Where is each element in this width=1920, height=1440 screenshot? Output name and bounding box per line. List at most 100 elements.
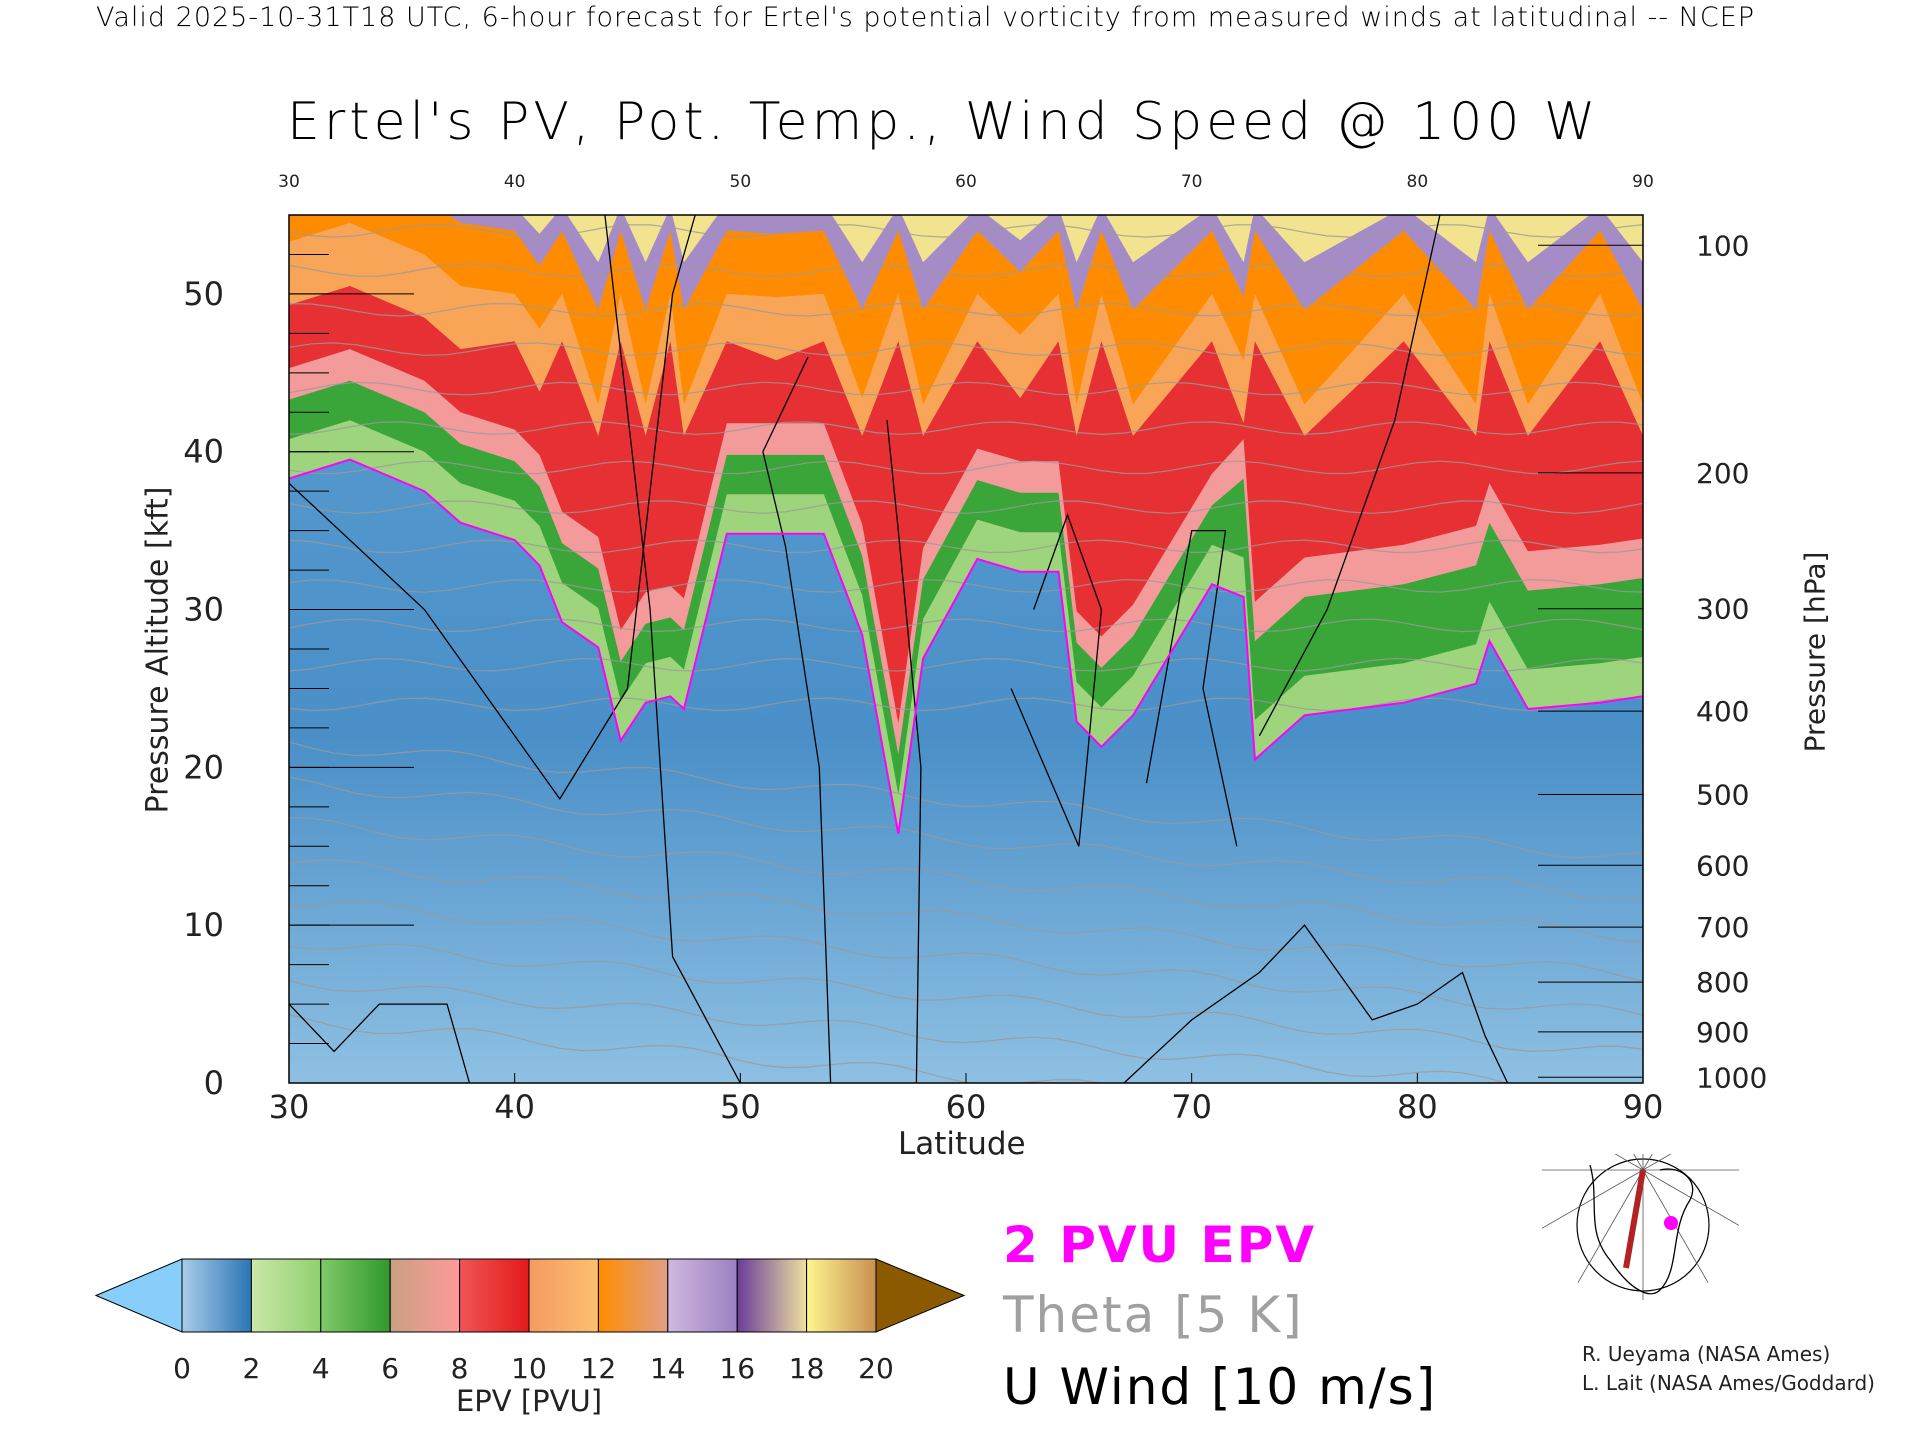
theta-contour bbox=[289, 500, 1643, 514]
map-meridian bbox=[1577, 1169, 1644, 1283]
theta-contour bbox=[289, 817, 1643, 943]
colorbar-over-triangle bbox=[875, 1258, 966, 1333]
theta-contour bbox=[289, 979, 1509, 1083]
u-wind-contour bbox=[289, 1003, 471, 1083]
right-axis-label: Pressure [hPa] bbox=[1798, 551, 1832, 753]
pv-band-18-20 bbox=[289, 215, 1643, 263]
colorbar-segment bbox=[459, 1258, 530, 1333]
theta-contour bbox=[289, 741, 1643, 859]
x-axis-label: Latitude bbox=[898, 1126, 1026, 1162]
map-coastline bbox=[1589, 1164, 1694, 1295]
colorbar-segment bbox=[389, 1258, 461, 1333]
y-tick-label-50: 50 bbox=[183, 275, 224, 313]
plot-field bbox=[289, 215, 1643, 1083]
u-wind-contour bbox=[886, 420, 922, 1083]
theta-contour bbox=[289, 579, 1643, 593]
theta-contour bbox=[289, 381, 1643, 396]
u-wind-contour bbox=[1123, 924, 1509, 1083]
colorbar-tick-14: 14 bbox=[650, 1352, 686, 1385]
u-wind-contour bbox=[1010, 512, 1103, 847]
top-x-tick-label-60: 60 bbox=[955, 172, 977, 192]
cross-section-track bbox=[1623, 1169, 1646, 1269]
map-meridian bbox=[1542, 1169, 1644, 1229]
colorbar-tick-8: 8 bbox=[451, 1352, 469, 1385]
colorbar-segment bbox=[597, 1258, 669, 1333]
colorbar-tick-20: 20 bbox=[858, 1352, 894, 1385]
theta-contour bbox=[289, 776, 1643, 901]
pressure-tick-label-300: 300 bbox=[1696, 593, 1749, 626]
top-x-tick-label-80: 80 bbox=[1407, 172, 1429, 192]
y-tick-label-40: 40 bbox=[183, 433, 224, 471]
y-tick-label-30: 30 bbox=[183, 591, 224, 629]
top-x-tick-label-70: 70 bbox=[1181, 172, 1203, 192]
credit-ueyama: R. Ueyama (NASA Ames) bbox=[1582, 1342, 1831, 1366]
theta-contour bbox=[289, 901, 1643, 1016]
colorbar-tick-18: 18 bbox=[789, 1352, 825, 1385]
legend-theta: Theta [5 K] bbox=[1003, 1286, 1304, 1344]
x-tick-label-80: 80 bbox=[1397, 1088, 1438, 1126]
colorbar-label: EPV [PVU] bbox=[455, 1384, 603, 1418]
colorbar-segment bbox=[250, 1258, 322, 1333]
theta-contour bbox=[289, 657, 1643, 672]
colorbar-tick-10: 10 bbox=[511, 1352, 547, 1385]
x-tick-label-90: 90 bbox=[1623, 1088, 1664, 1126]
location-marker bbox=[1664, 1216, 1678, 1230]
colorbar-segment bbox=[320, 1258, 391, 1333]
location-map-inset bbox=[1542, 1154, 1739, 1300]
u-wind-contour bbox=[604, 215, 741, 1083]
colorbar-tick-4: 4 bbox=[312, 1352, 330, 1385]
tropopause-2pvu-line bbox=[289, 458, 1643, 834]
top-x-tick-label-50: 50 bbox=[730, 172, 752, 192]
top-x-tick-label-90: 90 bbox=[1632, 172, 1654, 192]
x-tick-label-60: 60 bbox=[946, 1088, 987, 1126]
map-meridian bbox=[1642, 1169, 1739, 1226]
colorbar-tick-0: 0 bbox=[173, 1352, 191, 1385]
pressure-tick-label-700: 700 bbox=[1696, 911, 1749, 944]
theta-contour bbox=[289, 263, 1643, 278]
theta-contour bbox=[289, 421, 1643, 436]
u-wind-contour bbox=[289, 215, 696, 801]
theta-contour bbox=[289, 224, 1643, 238]
theta-contour bbox=[289, 539, 1643, 554]
theta-contour bbox=[289, 859, 1643, 982]
u-wind-contour bbox=[1258, 215, 1441, 737]
credit-lait: L. Lait (NASA Ames/Goddard) bbox=[1582, 1371, 1875, 1395]
colorbar-tick-2: 2 bbox=[242, 1352, 260, 1385]
colorbar-segment bbox=[806, 1258, 877, 1333]
y-tick-label-20: 20 bbox=[183, 748, 224, 786]
x-tick-label-70: 70 bbox=[1171, 1088, 1212, 1126]
colorbar-tick-6: 6 bbox=[381, 1352, 399, 1385]
x-tick-label-30: 30 bbox=[269, 1088, 310, 1126]
pressure-tick-label-100: 100 bbox=[1696, 229, 1749, 262]
pressure-tick-label-600: 600 bbox=[1696, 849, 1749, 882]
pressure-tick-label-200: 200 bbox=[1696, 457, 1749, 490]
y-axis-label: Pressure Altitude [kft] bbox=[140, 486, 176, 814]
y-tick-label-0: 0 bbox=[204, 1064, 224, 1102]
pressure-tick-label-500: 500 bbox=[1696, 778, 1749, 811]
chart-title: Ertel's PV, Pot. Temp., Wind Speed @ 100… bbox=[287, 92, 1600, 152]
pressure-tick-label-400: 400 bbox=[1696, 695, 1749, 728]
legend-2pvu: 2 PVU EPV bbox=[1003, 1216, 1317, 1274]
valid-time-header: Valid 2025-10-31T18 UTC, 6-hour forecast… bbox=[96, 2, 1756, 33]
theta-contour bbox=[289, 460, 1643, 475]
top-x-tick-label-40: 40 bbox=[504, 172, 526, 192]
theta-contour bbox=[289, 342, 1643, 357]
colorbar-segment bbox=[181, 1258, 252, 1333]
colorbar-segment bbox=[528, 1258, 599, 1333]
top-x-tick-label-30: 30 bbox=[278, 172, 300, 192]
colorbar-tick-16: 16 bbox=[719, 1352, 755, 1385]
pressure-tick-label-1000: 1000 bbox=[1696, 1061, 1767, 1094]
x-tick-label-50: 50 bbox=[720, 1088, 761, 1126]
theta-contour bbox=[289, 943, 1643, 1052]
colorbar-segment bbox=[667, 1258, 738, 1333]
pressure-tick-label-800: 800 bbox=[1696, 966, 1749, 999]
u-wind-contour bbox=[762, 356, 832, 1083]
theta-contour bbox=[289, 618, 1643, 633]
map-meridian bbox=[1614, 1154, 1644, 1171]
colorbar-under-triangle bbox=[94, 1258, 183, 1333]
y-tick-label-10: 10 bbox=[183, 906, 224, 944]
colorbar-tick-12: 12 bbox=[581, 1352, 617, 1385]
x-tick-label-40: 40 bbox=[494, 1088, 535, 1126]
colorbar-segment bbox=[736, 1258, 808, 1333]
